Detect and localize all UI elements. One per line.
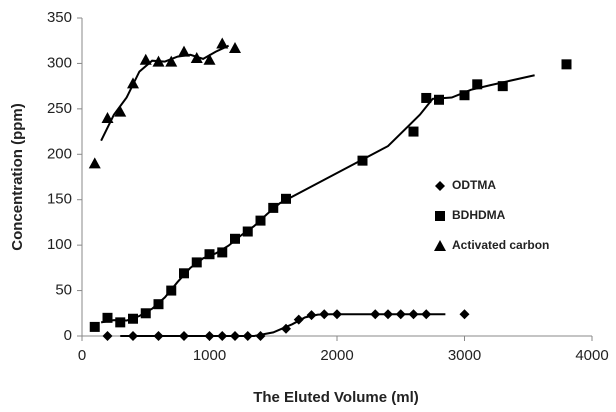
point [153,331,164,341]
point [191,257,202,268]
point [230,331,240,341]
point [217,247,228,258]
trend-line [120,313,446,337]
y-tick-label: 300 [47,54,72,71]
point [102,312,113,323]
point [128,313,138,324]
y-tick-label: 150 [47,191,72,208]
point [332,309,342,320]
point [306,310,317,321]
point [216,37,229,49]
point [281,193,291,204]
legend-marker [435,181,445,191]
point [561,59,572,70]
point [140,308,151,319]
point [229,41,241,53]
point [217,331,228,341]
point [230,233,240,244]
x-tick-label: 0 [78,347,86,364]
y-tick-label: 200 [47,145,72,162]
point [115,317,126,328]
point [472,79,483,90]
point [242,226,253,237]
y-tick-label: 50 [55,282,72,299]
point [179,268,189,279]
point [497,81,508,92]
point [89,321,100,332]
x-tick-label: 1000 [193,347,226,364]
point [357,155,368,166]
point [408,126,419,137]
point [459,90,470,101]
point [114,105,127,117]
point [178,45,190,57]
legend-label: BDHDMA [452,208,506,222]
point [139,53,152,65]
point [152,55,165,67]
point [421,309,432,320]
trend-line [100,74,535,324]
legend-label: Activated carbon [452,238,549,252]
point [434,94,444,105]
legend-label: ODTMA [452,178,496,192]
point [421,92,432,103]
point [165,55,178,67]
point [459,309,470,320]
y-tick-label: 100 [47,236,72,253]
x-tick-label: 2000 [320,347,353,364]
x-tick-label: 4000 [575,347,608,364]
point [370,309,381,320]
point [88,157,101,169]
point [179,331,189,341]
point [268,202,279,213]
point [408,309,419,320]
point [395,309,406,320]
legend-marker [434,240,446,251]
point [204,331,215,341]
x-axis-title: The Eluted Volume (ml) [253,389,419,406]
point [166,285,177,296]
point [281,323,291,334]
y-tick-label: 350 [47,9,72,26]
trend-line [100,44,230,142]
point [190,51,203,63]
point [319,309,330,320]
y-axis-title: Concentration (ppm) [9,103,26,251]
point [293,314,304,325]
point [128,331,138,341]
point [383,309,393,320]
point [101,111,114,123]
point [102,331,113,341]
x-tick-label: 3000 [448,347,481,364]
point [127,77,139,89]
point [204,249,215,260]
y-tick-label: 0 [64,327,72,344]
point [242,331,253,341]
point [255,331,266,341]
y-tick-label: 250 [47,100,72,117]
point [255,215,266,226]
legend-marker [435,211,445,221]
point [203,53,216,65]
point [153,299,164,310]
